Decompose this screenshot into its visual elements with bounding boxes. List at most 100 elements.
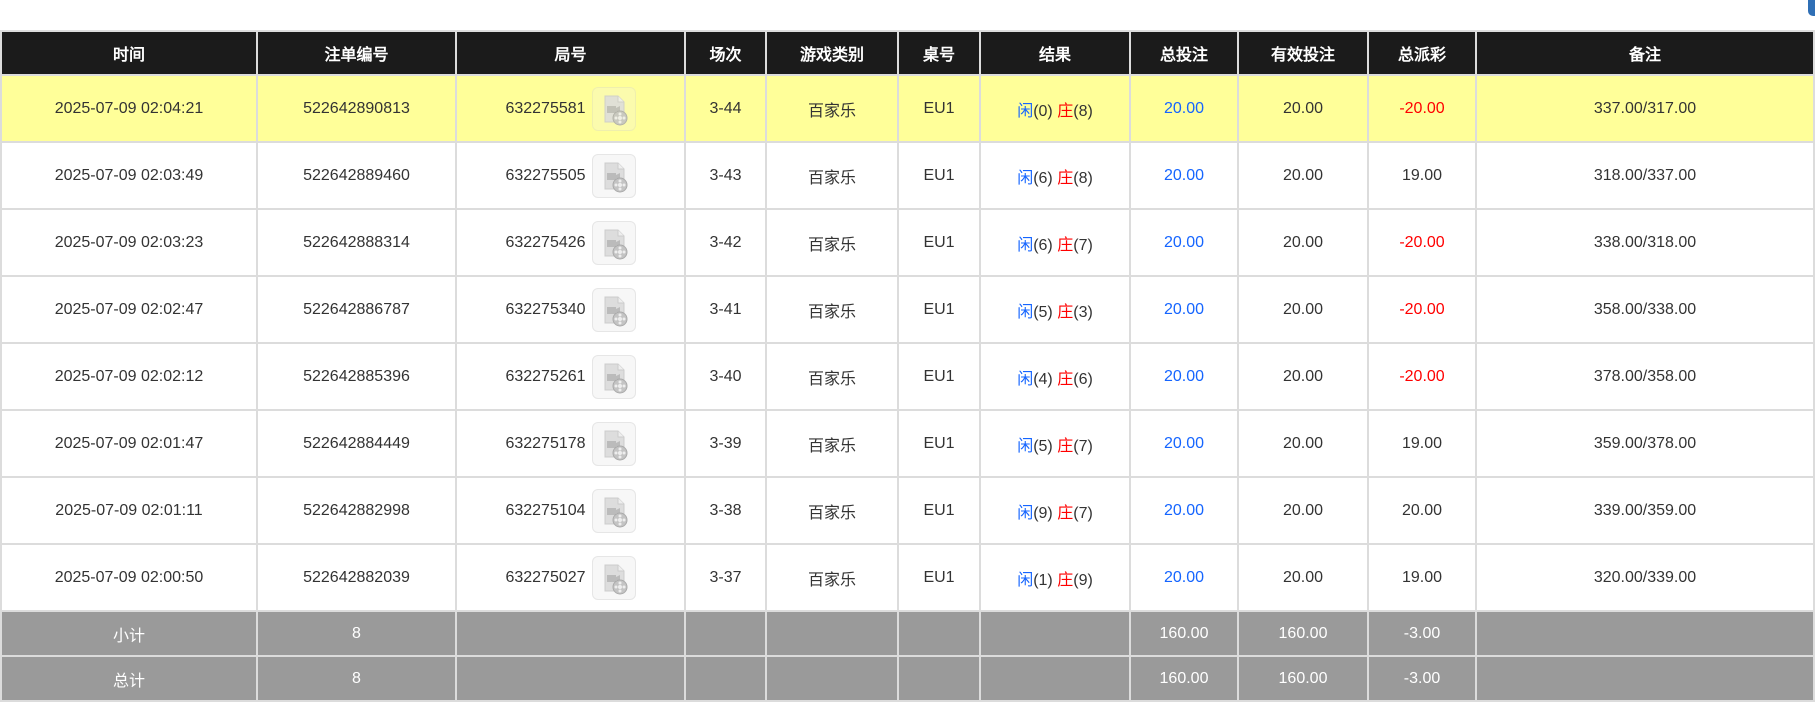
table-header: 时间 注单编号 局号 场次 游戏类别 桌号 结果 总投注 有效投注 总派彩 备注 bbox=[0, 30, 1815, 76]
time-cell: 2025-07-09 02:01:47 bbox=[0, 409, 258, 478]
valid-bet-cell: 20.00 bbox=[1237, 275, 1369, 344]
banker-score: (7) bbox=[1073, 504, 1093, 522]
bet-id-cell: 522642884449 bbox=[256, 409, 457, 478]
note-cell: 338.00/318.00 bbox=[1475, 208, 1815, 277]
bet-records-table: 时间 注单编号 局号 场次 游戏类别 桌号 结果 总投注 有效投注 总派彩 备注 2025-07-0… bbox=[0, 30, 1815, 702]
banker-score: (7) bbox=[1073, 437, 1093, 455]
corner-button[interactable] bbox=[1808, 0, 1815, 16]
column-header-table-no: 桌号 bbox=[897, 30, 981, 76]
subtotal-row: 小计 8 160.00 160.00 -3.00 bbox=[0, 610, 1815, 657]
result-cell: 闲(5) 庄(3) bbox=[979, 275, 1131, 344]
column-header-game-type: 游戏类别 bbox=[765, 30, 899, 76]
result-cell: 闲(1) 庄(9) bbox=[979, 543, 1131, 612]
player-score: (5) bbox=[1033, 303, 1053, 321]
banker-label: 庄 bbox=[1057, 303, 1074, 321]
time-cell: 2025-07-09 02:03:49 bbox=[0, 141, 258, 210]
column-header-total-bet: 总投注 bbox=[1129, 30, 1239, 76]
summary-payout: -3.00 bbox=[1367, 610, 1477, 657]
table-row: 2025-07-09 02:02:47 522642886787 632275340… bbox=[0, 275, 1815, 344]
time-cell: 2025-07-09 02:02:12 bbox=[0, 342, 258, 411]
column-header-session: 场次 bbox=[684, 30, 767, 76]
banker-score: (9) bbox=[1073, 571, 1093, 589]
session-cell: 3-43 bbox=[684, 141, 767, 210]
session-cell: 3-44 bbox=[684, 74, 767, 143]
time-cell: 2025-07-09 02:01:11 bbox=[0, 476, 258, 545]
banker-label: 庄 bbox=[1057, 504, 1074, 522]
summary-label: 小计 bbox=[0, 610, 258, 657]
table-no-cell: EU1 bbox=[897, 208, 981, 277]
summary-valid-bet: 160.00 bbox=[1237, 610, 1369, 657]
valid-bet-cell: 20.00 bbox=[1237, 476, 1369, 545]
empty-cell bbox=[684, 655, 767, 702]
game-type-cell: 百家乐 bbox=[765, 476, 899, 545]
player-label: 闲 bbox=[1017, 571, 1034, 589]
total-bet-cell: 20.00 bbox=[1129, 543, 1239, 612]
empty-cell bbox=[1475, 610, 1815, 657]
empty-cell bbox=[455, 610, 686, 657]
total-bet-cell: 20.00 bbox=[1129, 141, 1239, 210]
valid-bet-cell: 20.00 bbox=[1237, 543, 1369, 612]
player-label: 闲 bbox=[1017, 504, 1034, 522]
empty-cell bbox=[1475, 655, 1815, 702]
total-bet-cell: 20.00 bbox=[1129, 476, 1239, 545]
video-file-icon[interactable] bbox=[591, 220, 636, 265]
bet-id-cell: 522642890813 bbox=[256, 74, 457, 143]
summary-total-bet: 160.00 bbox=[1129, 610, 1239, 657]
column-header-round: 局号 bbox=[455, 30, 686, 76]
banker-score: (8) bbox=[1073, 102, 1093, 120]
session-cell: 3-38 bbox=[684, 476, 767, 545]
round-number: 632275261 bbox=[505, 367, 586, 385]
game-type-cell: 百家乐 bbox=[765, 208, 899, 277]
note-cell: 378.00/358.00 bbox=[1475, 342, 1815, 411]
bet-id-cell: 522642882998 bbox=[256, 476, 457, 545]
game-type-cell: 百家乐 bbox=[765, 409, 899, 478]
round-number: 632275178 bbox=[505, 434, 586, 452]
valid-bet-cell: 20.00 bbox=[1237, 208, 1369, 277]
time-cell: 2025-07-09 02:03:23 bbox=[0, 208, 258, 277]
payout-cell: 20.00 bbox=[1367, 476, 1477, 545]
round-number: 632275104 bbox=[505, 501, 586, 519]
column-header-valid-bet: 有效投注 bbox=[1237, 30, 1369, 76]
total-bet-cell: 20.00 bbox=[1129, 74, 1239, 143]
total-bet-cell: 20.00 bbox=[1129, 342, 1239, 411]
game-type-cell: 百家乐 bbox=[765, 275, 899, 344]
player-score: (9) bbox=[1033, 504, 1053, 522]
total-bet-cell: 20.00 bbox=[1129, 208, 1239, 277]
video-file-icon[interactable] bbox=[591, 287, 636, 332]
video-file-icon[interactable] bbox=[591, 421, 636, 466]
table-no-cell: EU1 bbox=[897, 74, 981, 143]
video-file-icon[interactable] bbox=[591, 354, 636, 399]
column-header-result: 结果 bbox=[979, 30, 1131, 76]
banker-label: 庄 bbox=[1057, 102, 1074, 120]
empty-cell bbox=[979, 610, 1131, 657]
table-row: 2025-07-09 02:02:12 522642885396 632275261… bbox=[0, 342, 1815, 411]
table-no-cell: EU1 bbox=[897, 275, 981, 344]
video-file-icon[interactable] bbox=[591, 153, 636, 198]
round-cell: 632275178 bbox=[455, 409, 686, 478]
summary-label: 总计 bbox=[0, 655, 258, 702]
video-file-icon[interactable] bbox=[591, 555, 636, 600]
summary-count: 8 bbox=[256, 655, 457, 702]
payout-cell: -20.00 bbox=[1367, 74, 1477, 143]
note-cell: 358.00/338.00 bbox=[1475, 275, 1815, 344]
round-number: 632275426 bbox=[505, 233, 586, 251]
video-file-icon[interactable] bbox=[591, 86, 636, 131]
round-cell: 632275340 bbox=[455, 275, 686, 344]
column-header-note: 备注 bbox=[1475, 30, 1815, 76]
note-cell: 337.00/317.00 bbox=[1475, 74, 1815, 143]
table-row: 2025-07-09 02:01:11 522642882998 632275104… bbox=[0, 476, 1815, 545]
total-bet-cell: 20.00 bbox=[1129, 275, 1239, 344]
session-cell: 3-39 bbox=[684, 409, 767, 478]
player-score: (5) bbox=[1033, 437, 1053, 455]
round-cell: 632275426 bbox=[455, 208, 686, 277]
session-cell: 3-41 bbox=[684, 275, 767, 344]
round-cell: 632275581 bbox=[455, 74, 686, 143]
summary-total-bet: 160.00 bbox=[1129, 655, 1239, 702]
player-score: (0) bbox=[1033, 102, 1053, 120]
bet-id-cell: 522642886787 bbox=[256, 275, 457, 344]
banker-label: 庄 bbox=[1057, 571, 1074, 589]
time-cell: 2025-07-09 02:04:21 bbox=[0, 74, 258, 143]
empty-cell bbox=[455, 655, 686, 702]
video-file-icon[interactable] bbox=[591, 488, 636, 533]
empty-cell bbox=[684, 610, 767, 657]
